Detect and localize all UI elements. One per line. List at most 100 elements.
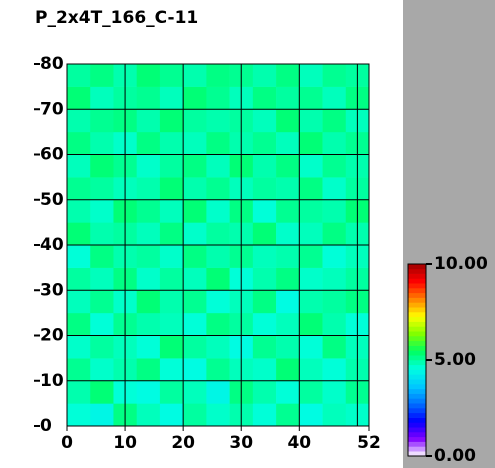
x-tick-label: 52 bbox=[357, 433, 381, 453]
heat-cell bbox=[136, 64, 161, 87]
heat-cell bbox=[159, 131, 184, 155]
heat-cell bbox=[252, 312, 277, 336]
heat-cell bbox=[299, 199, 323, 223]
heat-cell bbox=[299, 380, 323, 404]
heat-cell bbox=[183, 131, 207, 155]
chart-title: P_2x4T_166_C-11 bbox=[35, 8, 198, 28]
y-tick-label: 0 bbox=[40, 416, 52, 436]
colorbar-band bbox=[408, 297, 426, 303]
heat-cell bbox=[90, 109, 114, 133]
heat-cell bbox=[252, 290, 277, 314]
y-tick-label: 10 bbox=[40, 371, 64, 391]
colorbar-tick-label: 10.00 bbox=[434, 254, 488, 274]
heat-cell bbox=[276, 358, 300, 382]
heat-cell bbox=[252, 245, 277, 268]
heat-cell bbox=[159, 267, 184, 291]
heat-cell bbox=[276, 267, 300, 291]
heat-cell bbox=[299, 358, 323, 382]
heat-cell bbox=[159, 64, 184, 87]
heat-cell bbox=[322, 358, 347, 382]
heat-cell bbox=[183, 403, 207, 427]
colorbar-band bbox=[408, 422, 426, 428]
heat-cell bbox=[206, 109, 230, 133]
heat-cell bbox=[276, 109, 300, 133]
heat-cell bbox=[183, 64, 207, 87]
heat-cell bbox=[252, 267, 277, 291]
heat-cell bbox=[90, 403, 114, 427]
heat-cell bbox=[206, 177, 230, 201]
heat-cell bbox=[299, 131, 323, 155]
heat-cell bbox=[206, 335, 230, 359]
heat-cell bbox=[299, 245, 323, 268]
heat-cell bbox=[252, 177, 277, 201]
y-tick-label: 20 bbox=[40, 326, 64, 346]
colorbar-band bbox=[408, 321, 426, 327]
heat-cell bbox=[206, 358, 230, 382]
heat-cell bbox=[276, 222, 300, 246]
x-tick-label: 30 bbox=[229, 433, 253, 453]
colorbar-band bbox=[408, 288, 426, 294]
heat-cell bbox=[67, 335, 91, 359]
colorbar-band bbox=[408, 427, 426, 433]
heat-cell bbox=[136, 358, 161, 382]
heat-cell bbox=[67, 290, 91, 314]
heat-cell bbox=[159, 358, 184, 382]
y-tick-label: 50 bbox=[40, 190, 64, 210]
heat-cell bbox=[322, 380, 347, 404]
x-tick-label: 0 bbox=[61, 433, 73, 453]
y-tick-label: 60 bbox=[40, 145, 64, 165]
heat-cell bbox=[206, 86, 230, 110]
y-tick-label: 80 bbox=[40, 54, 64, 74]
colorbar-band bbox=[408, 264, 426, 270]
heat-cell bbox=[90, 267, 114, 291]
heat-cell bbox=[299, 290, 323, 314]
heat-cell bbox=[252, 64, 277, 87]
heat-cell bbox=[183, 109, 207, 133]
heat-cell bbox=[322, 64, 347, 87]
colorbar-band bbox=[408, 355, 426, 361]
colorbar-band bbox=[408, 273, 426, 279]
heat-cell bbox=[67, 177, 91, 201]
colorbar-band bbox=[408, 345, 426, 351]
heat-cell bbox=[183, 86, 207, 110]
heat-cell bbox=[322, 290, 347, 314]
heat-cell bbox=[206, 403, 230, 427]
heat-cell bbox=[183, 267, 207, 291]
heat-cell bbox=[159, 222, 184, 246]
plot-frame bbox=[66, 63, 370, 427]
colorbar-band bbox=[408, 340, 426, 346]
heat-cell bbox=[136, 131, 161, 155]
heat-cell bbox=[276, 380, 300, 404]
heat-cell bbox=[252, 380, 277, 404]
heat-cell bbox=[159, 154, 184, 178]
heat-cell bbox=[90, 131, 114, 155]
colorbar-band bbox=[408, 393, 426, 399]
heat-cell bbox=[136, 86, 161, 110]
heat-cell bbox=[159, 403, 184, 427]
heat-cell bbox=[183, 290, 207, 314]
heat-cell bbox=[276, 199, 300, 223]
heat-cell bbox=[67, 109, 91, 133]
colorbar-band bbox=[408, 292, 426, 298]
heat-cell bbox=[206, 290, 230, 314]
heat-cell bbox=[299, 267, 323, 291]
colorbar-band bbox=[408, 374, 426, 380]
heat-cell bbox=[136, 177, 161, 201]
heat-cell bbox=[252, 335, 277, 359]
colorbar-band bbox=[408, 302, 426, 308]
colorbar-band bbox=[408, 364, 426, 370]
heat-cell bbox=[183, 380, 207, 404]
heat-cell bbox=[90, 199, 114, 223]
heat-cell bbox=[136, 267, 161, 291]
heat-cell bbox=[322, 312, 347, 336]
colorbar-band bbox=[408, 446, 426, 452]
heat-cell bbox=[206, 222, 230, 246]
heat-cell bbox=[299, 335, 323, 359]
heat-cell bbox=[322, 245, 347, 268]
heat-cell bbox=[183, 245, 207, 268]
heat-cell bbox=[322, 403, 347, 427]
heat-cell bbox=[136, 109, 161, 133]
heat-cell bbox=[206, 245, 230, 268]
heat-cell bbox=[67, 64, 91, 87]
